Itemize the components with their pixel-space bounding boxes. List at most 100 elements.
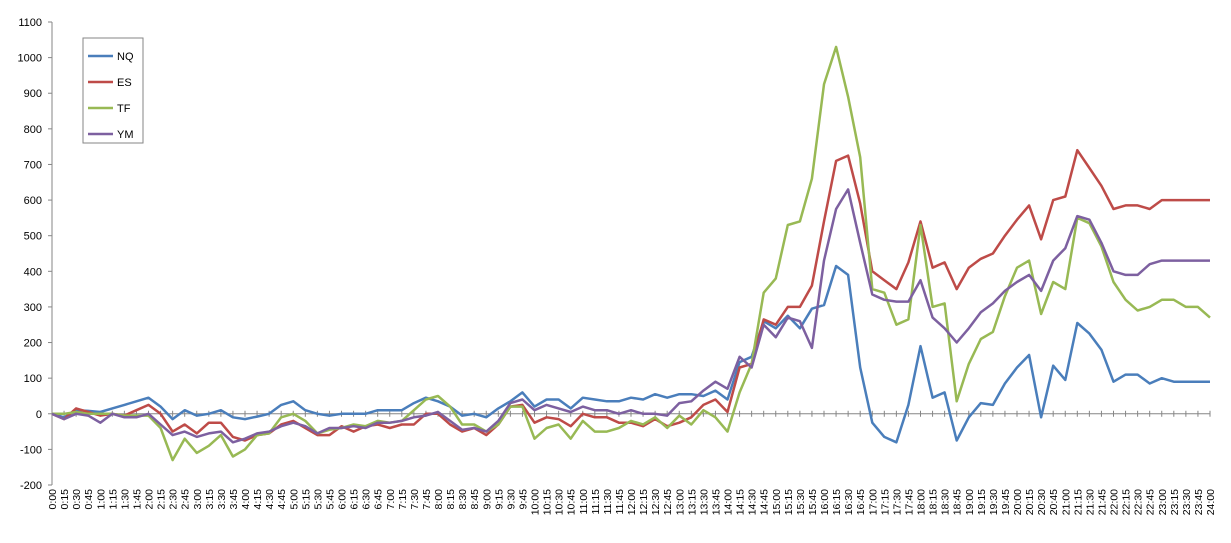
x-tick-label: 21:45 bbox=[1096, 489, 1108, 515]
x-tick-label: 20:30 bbox=[1036, 489, 1048, 515]
x-tick-label: 20:00 bbox=[1012, 489, 1024, 515]
x-tick-label: 10:45 bbox=[566, 489, 578, 515]
x-tick-label: 18:45 bbox=[952, 489, 964, 515]
x-tick-label: 14:30 bbox=[747, 489, 759, 515]
y-tick-label: 0 bbox=[36, 409, 42, 421]
x-tick-label: 12:30 bbox=[650, 489, 662, 515]
x-tick-label: 5:15 bbox=[300, 489, 312, 510]
x-tick-label: 13:45 bbox=[710, 489, 722, 515]
x-tick-label: 2:30 bbox=[168, 489, 180, 510]
x-tick-label: 1:15 bbox=[107, 489, 119, 510]
x-tick-label: 6:45 bbox=[373, 489, 385, 510]
x-tick-label: 23:30 bbox=[1181, 489, 1193, 515]
x-tick-label: 9:30 bbox=[505, 489, 517, 510]
x-tick-label: 15:30 bbox=[795, 489, 807, 515]
series-line bbox=[52, 45, 1211, 462]
x-tick-label: 16:30 bbox=[843, 489, 855, 515]
x-tick-label: 3:30 bbox=[216, 489, 228, 510]
x-tick-label: 1:30 bbox=[119, 489, 131, 510]
y-tick-label: -100 bbox=[20, 444, 42, 456]
x-tick-label: 3:00 bbox=[192, 489, 204, 510]
y-tick-label: 200 bbox=[24, 338, 42, 350]
x-tick-label: 17:00 bbox=[867, 489, 879, 515]
x-tick-label: 5:00 bbox=[288, 489, 300, 510]
x-tick-label: 2:00 bbox=[144, 489, 156, 510]
x-tick-label: 4:30 bbox=[264, 489, 276, 510]
x-tick-label: 12:15 bbox=[638, 489, 650, 515]
x-tick-label: 17:45 bbox=[903, 489, 915, 515]
x-tick-label: 18:30 bbox=[940, 489, 952, 515]
x-tick-label: 13:30 bbox=[698, 489, 710, 515]
x-tick-label: 3:15 bbox=[204, 489, 216, 510]
x-tick-label: 23:45 bbox=[1193, 489, 1205, 515]
x-tick-label: 20:45 bbox=[1048, 489, 1060, 515]
x-tick-label: 18:00 bbox=[916, 489, 928, 515]
x-tick-label: 12:00 bbox=[626, 489, 638, 515]
x-tick-label: 21:00 bbox=[1060, 489, 1072, 515]
legend-label: YM bbox=[117, 129, 134, 141]
x-tick-label: 12:45 bbox=[662, 489, 674, 515]
x-tick-label: 19:00 bbox=[964, 489, 976, 515]
x-tick-label: 2:15 bbox=[156, 489, 168, 510]
x-tick-label: 19:45 bbox=[1000, 489, 1012, 515]
x-tick-label: 16:45 bbox=[855, 489, 867, 515]
x-tick-label: 15:15 bbox=[783, 489, 795, 515]
y-tick-label: 1000 bbox=[18, 53, 42, 65]
x-tick-label: 8:00 bbox=[433, 489, 445, 510]
x-tick-label: 7:45 bbox=[421, 489, 433, 510]
y-tick-label: 700 bbox=[24, 159, 42, 171]
legend: NQ ES TF YM bbox=[82, 37, 144, 144]
x-tick-label: 4:00 bbox=[240, 489, 252, 510]
x-tick-label: 2:45 bbox=[180, 489, 192, 510]
x-tick-label: 21:30 bbox=[1084, 489, 1096, 515]
x-tick-label: 10:15 bbox=[542, 489, 554, 515]
x-tick-label: 8:15 bbox=[445, 489, 457, 510]
x-tick-label: 22:45 bbox=[1145, 489, 1157, 515]
x-tick-label: 11:00 bbox=[578, 489, 590, 515]
x-tick-label: 15:45 bbox=[807, 489, 819, 515]
series-line bbox=[51, 188, 1210, 444]
y-tick-label: 900 bbox=[24, 88, 42, 100]
x-tick-label: 0:45 bbox=[83, 489, 95, 510]
x-tick-label: 7:00 bbox=[385, 489, 397, 510]
x-tick-label: 15:00 bbox=[771, 489, 783, 515]
x-tick-label: 19:15 bbox=[976, 489, 988, 515]
y-tick-label: -200 bbox=[20, 480, 42, 492]
y-tick-label: 800 bbox=[24, 124, 42, 136]
x-tick-label: 5:45 bbox=[324, 489, 336, 510]
legend-label: ES bbox=[117, 77, 132, 89]
x-tick-label: 4:15 bbox=[252, 489, 264, 510]
x-tick-label: 19:30 bbox=[988, 489, 1000, 515]
y-tick-label: 100 bbox=[24, 373, 42, 385]
x-tick-label: 0:00 bbox=[47, 489, 59, 510]
x-tick-label: 0:30 bbox=[71, 489, 83, 510]
x-tick-label: 11:45 bbox=[614, 489, 626, 515]
x-tick-label: 22:00 bbox=[1109, 489, 1121, 515]
x-tick-label: 14:45 bbox=[759, 489, 771, 515]
x-tick-label: 1:45 bbox=[131, 489, 143, 510]
x-tick-label: 11:30 bbox=[602, 489, 614, 515]
x-tick-label: 1:00 bbox=[95, 489, 107, 510]
x-tick-label: 16:00 bbox=[819, 489, 831, 515]
x-tick-label: 21:15 bbox=[1072, 489, 1084, 515]
y-tick-label: 600 bbox=[24, 195, 42, 207]
legend-label: TF bbox=[117, 103, 131, 115]
x-tick-label: 4:45 bbox=[276, 489, 288, 510]
x-tick-label: 0:15 bbox=[59, 489, 71, 510]
x-tick-label: 14:15 bbox=[735, 489, 747, 515]
x-tick-label: 6:30 bbox=[361, 489, 373, 510]
legend-label: NQ bbox=[117, 51, 134, 63]
x-tick-label: 23:00 bbox=[1157, 489, 1169, 515]
x-tick-label: 13:15 bbox=[686, 489, 698, 515]
series-line bbox=[51, 148, 1210, 442]
x-tick-label: 11:15 bbox=[590, 489, 602, 515]
legend-box bbox=[82, 37, 144, 144]
x-tick-label: 9:15 bbox=[493, 489, 505, 510]
x-tick-label: 10:30 bbox=[554, 489, 566, 515]
x-tick-label: 8:30 bbox=[457, 489, 469, 510]
y-tick-label: 400 bbox=[24, 266, 42, 278]
x-tick-label: 18:15 bbox=[928, 489, 940, 515]
x-tick-label: 22:30 bbox=[1133, 489, 1145, 515]
y-tick-label: 300 bbox=[24, 302, 42, 314]
